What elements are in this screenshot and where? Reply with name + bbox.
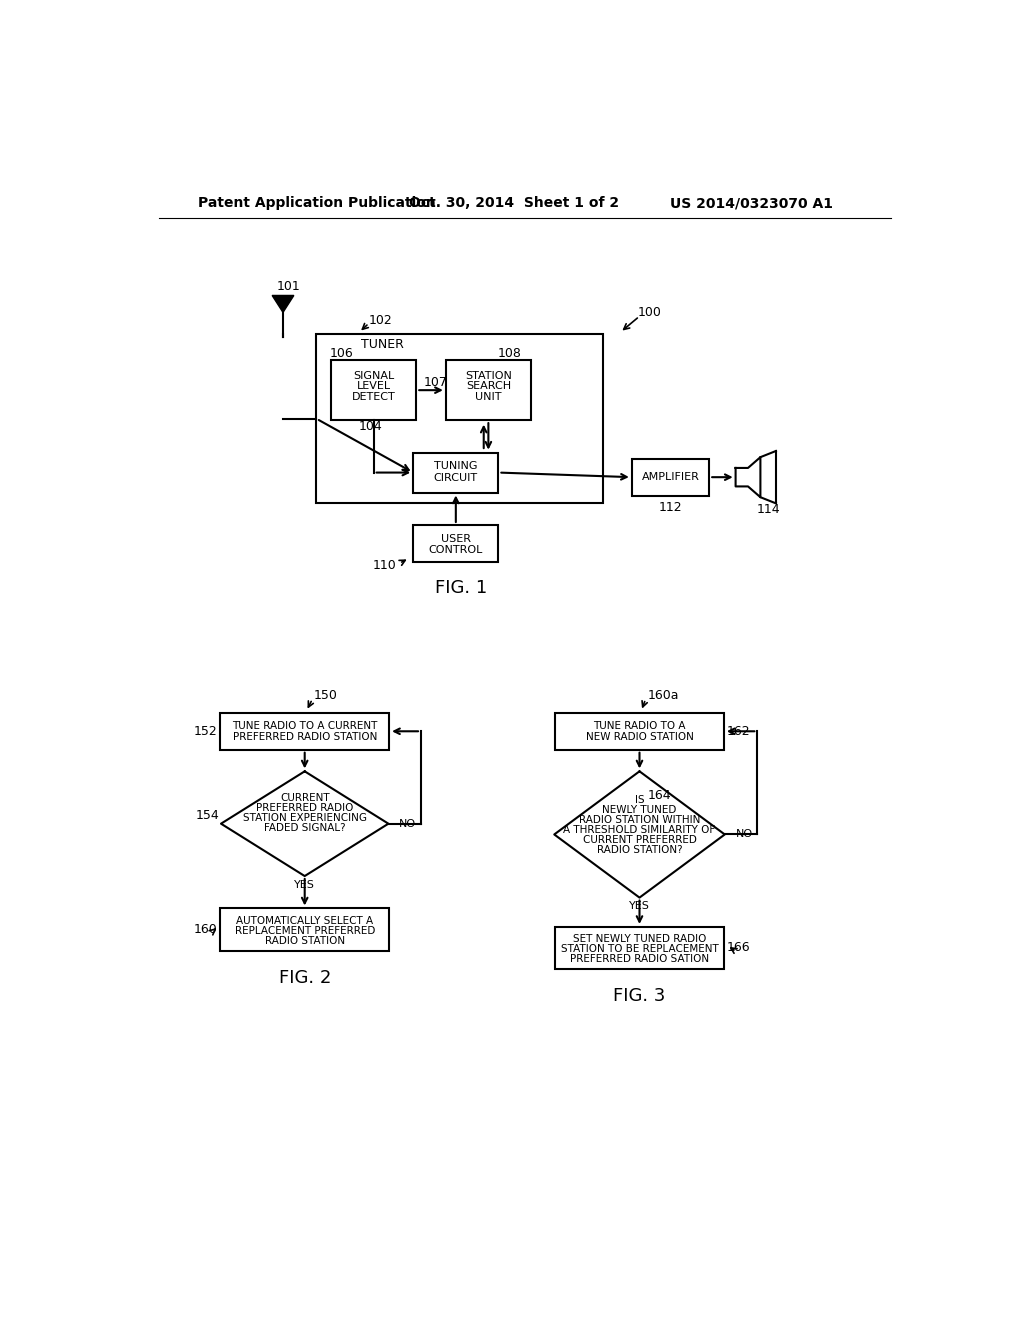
Text: 152: 152 [194,725,217,738]
Text: DETECT: DETECT [352,392,395,403]
Text: NEW RADIO STATION: NEW RADIO STATION [586,731,693,742]
Bar [220,713,389,750]
Bar [445,360,531,420]
Text: CIRCUIT: CIRCUIT [434,473,478,483]
Bar [331,360,417,420]
Text: CURRENT PREFERRED: CURRENT PREFERRED [583,834,696,845]
Text: 114: 114 [757,503,780,516]
Text: YES: YES [629,902,650,911]
Text: AUTOMATICALLY SELECT A: AUTOMATICALLY SELECT A [237,916,374,925]
Text: 102: 102 [369,314,393,327]
Text: 166: 166 [727,941,751,954]
Text: TUNER: TUNER [360,338,403,351]
Text: NO: NO [399,818,417,829]
Text: 104: 104 [359,420,383,433]
Text: YES: YES [294,879,315,890]
Polygon shape [554,771,725,898]
Text: FIG. 3: FIG. 3 [613,987,666,1005]
Text: US 2014/0323070 A1: US 2014/0323070 A1 [671,197,834,210]
Text: 112: 112 [658,502,682,515]
Bar [414,525,499,562]
Bar [220,908,389,950]
Bar [555,927,724,969]
Text: 100: 100 [638,306,662,319]
Text: UNIT: UNIT [475,392,502,403]
Bar [632,459,710,496]
Text: 164: 164 [647,789,671,803]
Text: STATION TO BE REPLACEMENT: STATION TO BE REPLACEMENT [560,944,719,954]
Text: REPLACEMENT PREFERRED: REPLACEMENT PREFERRED [234,925,375,936]
Text: STATION: STATION [465,371,512,380]
Text: SIGNAL: SIGNAL [353,371,394,380]
Text: 162: 162 [727,725,751,738]
Text: NEWLY TUNED: NEWLY TUNED [602,805,677,814]
Text: PREFERRED RADIO SATION: PREFERRED RADIO SATION [570,954,709,964]
Text: SEARCH: SEARCH [466,381,511,391]
Bar [414,453,499,492]
Text: 154: 154 [196,809,219,822]
Bar [316,334,603,503]
Text: LEVEL: LEVEL [356,381,391,391]
Text: 106: 106 [330,347,353,360]
Text: 160a: 160a [647,689,679,702]
Text: 101: 101 [276,280,301,293]
Polygon shape [735,457,761,498]
Text: PREFERRED RADIO: PREFERRED RADIO [256,804,353,813]
Text: NO: NO [735,829,753,840]
Text: STATION EXPERIENCING: STATION EXPERIENCING [243,813,367,824]
Polygon shape [272,296,294,313]
Text: RADIO STATION: RADIO STATION [264,936,345,945]
Text: TUNING: TUNING [434,462,477,471]
Text: USER: USER [440,533,471,544]
Text: 110: 110 [373,560,396,573]
Text: Patent Application Publication: Patent Application Publication [198,197,435,210]
Text: CURRENT: CURRENT [280,793,330,804]
Text: 108: 108 [498,347,521,360]
Text: TUNE RADIO TO A CURRENT: TUNE RADIO TO A CURRENT [232,721,378,731]
Bar [555,713,724,750]
Text: RADIO STATION?: RADIO STATION? [597,845,682,855]
Text: Oct. 30, 2014  Sheet 1 of 2: Oct. 30, 2014 Sheet 1 of 2 [409,197,618,210]
Text: RADIO STATION WITHIN: RADIO STATION WITHIN [579,814,700,825]
Text: TUNE RADIO TO A: TUNE RADIO TO A [593,721,686,731]
Polygon shape [221,771,388,876]
Text: AMPLIFIER: AMPLIFIER [642,473,699,482]
Text: CONTROL: CONTROL [429,545,483,554]
Text: FIG. 2: FIG. 2 [279,969,331,986]
Text: FIG. 1: FIG. 1 [435,579,487,597]
Text: 150: 150 [314,689,338,702]
Text: A THRESHOLD SIMILARITY OF: A THRESHOLD SIMILARITY OF [563,825,716,834]
Text: PREFERRED RADIO STATION: PREFERRED RADIO STATION [232,731,377,742]
Text: 160: 160 [194,923,217,936]
Text: 107: 107 [424,376,447,389]
Text: FADED SIGNAL?: FADED SIGNAL? [264,824,345,833]
Text: IS: IS [635,795,644,805]
Text: SET NEWLY TUNED RADIO: SET NEWLY TUNED RADIO [572,935,707,944]
